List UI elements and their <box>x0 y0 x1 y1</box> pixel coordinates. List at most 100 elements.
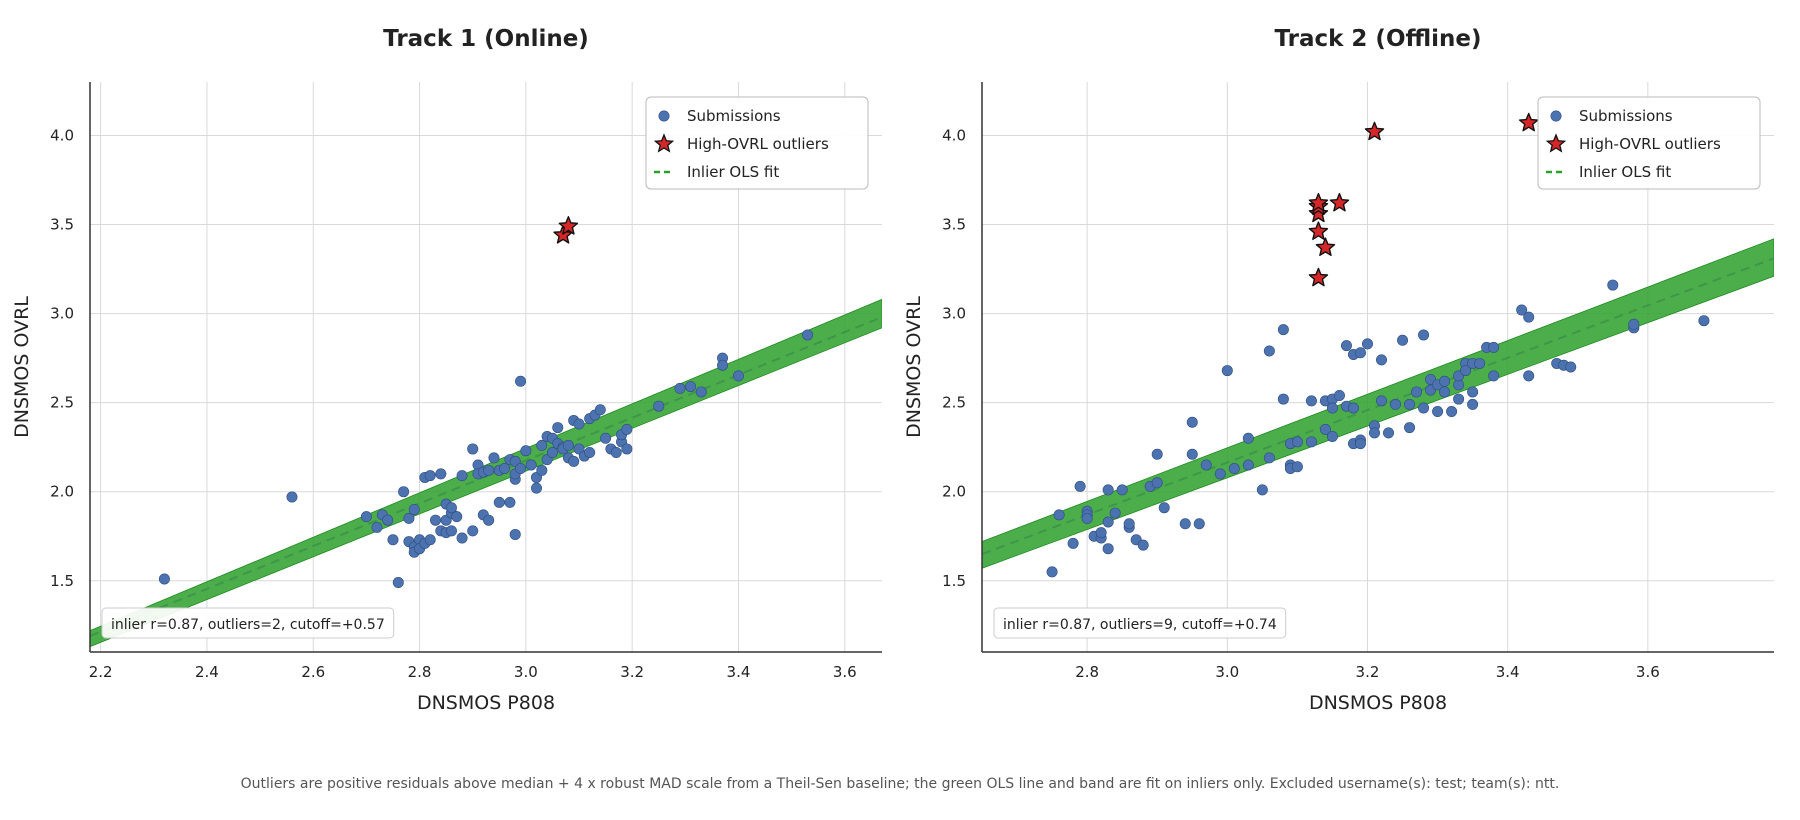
submission-point <box>504 496 516 508</box>
submission-point <box>573 418 585 430</box>
submission-point <box>546 446 558 458</box>
legend-box <box>1537 96 1761 190</box>
submission-point <box>1467 398 1479 410</box>
legend-marker-star <box>653 133 675 153</box>
submission-point <box>1074 480 1086 492</box>
legend-label: Submissions <box>1579 107 1673 125</box>
legend-label: High-OVRL outliers <box>1579 135 1721 153</box>
submission-point <box>1565 361 1577 373</box>
y-tick-label: 3.5 <box>942 216 966 234</box>
submission-point <box>371 521 383 533</box>
submission-point <box>1137 539 1149 551</box>
submission-point <box>515 463 527 475</box>
x-tick-label: 3.4 <box>1496 663 1520 681</box>
submission-point <box>424 470 436 482</box>
submission-point <box>456 470 468 482</box>
y-tick-label: 1.5 <box>942 572 966 590</box>
submission-point <box>1102 484 1114 496</box>
submission-point <box>568 455 580 467</box>
submission-point <box>1488 341 1500 353</box>
y-tick-label: 4.0 <box>942 126 966 144</box>
submission-point <box>1046 566 1058 578</box>
submission-point <box>1390 398 1402 410</box>
submission-point <box>1102 543 1114 555</box>
submission-point <box>1151 448 1163 460</box>
legend-label: Submissions <box>687 107 781 125</box>
y-tick-label: 1.5 <box>50 572 74 590</box>
submission-point <box>1628 318 1640 330</box>
submission-point <box>562 439 574 451</box>
submission-point <box>530 482 542 494</box>
y-tick-label: 3.5 <box>50 216 74 234</box>
submission-point <box>387 534 399 546</box>
chart-panel-track-1: 2.2 2.4 2.6 2.8 3.0 3.2 3.4 3.6 1.5 2.0 2.5 3.0 3.5 4… <box>11 26 882 714</box>
x-tick-label: 3.2 <box>1356 663 1380 681</box>
submission-point <box>1214 468 1226 480</box>
submission-point <box>1102 516 1114 528</box>
legend-marker-circle <box>658 110 670 122</box>
submission-point <box>483 514 495 526</box>
submission-point <box>158 573 170 585</box>
x-tick-label: 3.2 <box>620 663 644 681</box>
submission-point <box>695 386 707 398</box>
legend-label: Inlier OLS fit <box>1579 163 1671 181</box>
submission-point <box>1242 459 1254 471</box>
submission-point <box>382 514 394 526</box>
submission-point <box>1053 509 1065 521</box>
submission-point <box>1158 502 1170 514</box>
submission-point <box>1523 370 1535 382</box>
submission-point <box>1263 452 1275 464</box>
submission-point <box>1095 527 1107 539</box>
submission-point <box>1179 518 1191 530</box>
submission-point <box>621 423 633 435</box>
submission-point <box>1404 398 1416 410</box>
x-tick-label: 3.6 <box>1636 663 1660 681</box>
stats-annotation-box <box>993 607 1287 639</box>
submission-point <box>1326 430 1338 442</box>
submission-point <box>520 445 532 457</box>
x-tick-label: 3.6 <box>833 663 857 681</box>
stats-annotation: inlier r=0.87, outliers=2, cutoff=+0.57 <box>101 607 395 639</box>
x-tick-label: 3.4 <box>727 663 751 681</box>
submission-point <box>1277 393 1289 405</box>
submission-point <box>536 439 548 451</box>
x-tick-label: 2.4 <box>195 663 219 681</box>
submission-point <box>483 464 495 476</box>
submission-point <box>451 511 463 523</box>
figure-footnote: Outliers are positive residuals above me… <box>240 776 1560 792</box>
submission-point <box>1354 347 1366 359</box>
submission-point <box>499 463 511 475</box>
legend-box <box>645 96 869 190</box>
submission-point <box>515 375 527 387</box>
submission-point <box>1305 395 1317 407</box>
submission-point <box>1340 340 1352 352</box>
x-tick-label: 2.6 <box>301 663 325 681</box>
submission-point <box>525 459 537 471</box>
submission-point <box>1432 406 1444 418</box>
submission-point <box>1397 334 1409 346</box>
submission-point <box>1376 395 1388 407</box>
submission-point <box>1474 357 1486 369</box>
stats-annotation: inlier r=0.87, outliers=9, cutoff=+0.74 <box>993 607 1287 639</box>
submission-point <box>1488 370 1500 382</box>
submission-point <box>1411 386 1423 398</box>
chart-title: Track 2 (Offline) <box>1274 26 1481 52</box>
x-axis-label: DNSMOS P808 <box>1309 692 1447 714</box>
submission-point <box>398 486 410 498</box>
submission-point <box>1109 507 1121 519</box>
submission-point <box>1151 477 1163 489</box>
submission-point <box>717 359 729 371</box>
submission-point <box>685 381 697 393</box>
submission-point <box>1326 402 1338 414</box>
legend-marker-circle <box>1550 110 1562 122</box>
y-tick-label: 2.5 <box>942 394 966 412</box>
legend-marker-star <box>1545 133 1567 153</box>
submission-point <box>1067 537 1079 549</box>
outlier-star <box>1308 192 1329 212</box>
submission-point <box>552 422 564 434</box>
x-tick-label: 2.2 <box>89 663 113 681</box>
submission-point <box>1516 304 1528 316</box>
submission-point <box>802 329 814 341</box>
submission-point <box>1305 436 1317 448</box>
